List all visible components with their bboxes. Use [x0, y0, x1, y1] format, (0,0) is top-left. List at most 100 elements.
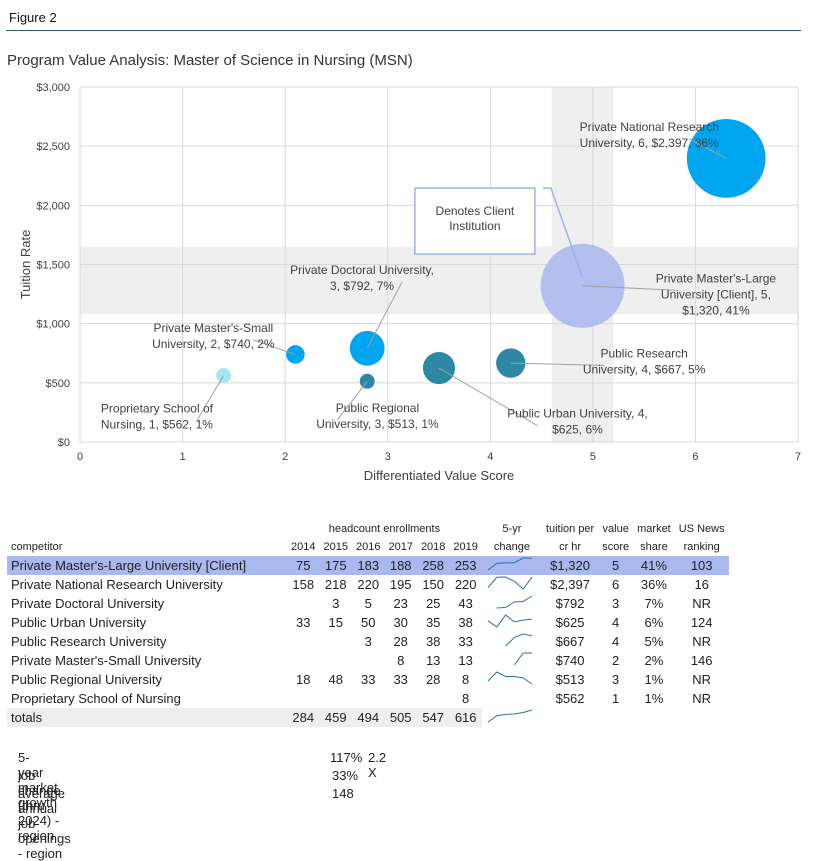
y-tick-label: $2,000: [36, 200, 70, 212]
ranking-cell: NR: [692, 596, 712, 611]
x-tick-label: 7: [795, 451, 801, 463]
value-score-cell: 4: [612, 615, 620, 630]
market-growth-label: 5- year market growth: [18, 750, 58, 810]
ranking-cell: NR: [692, 672, 712, 687]
bubble-data-label: University, 2, $740, 2%: [152, 337, 275, 351]
trend-sparkline: [481, 708, 542, 727]
bubble-data-label: Private Master's-Large: [656, 271, 777, 285]
market-share-cell: 5%: [644, 634, 664, 649]
enrollment-cell: [287, 594, 319, 613]
sparkline-svg: [505, 633, 533, 647]
header-year: 2015: [323, 541, 348, 553]
bubble-data-label: Public Urban University, 4,: [507, 407, 648, 421]
enrollment-cell: [352, 651, 384, 670]
enrollment-cell: [417, 689, 449, 708]
sparkline-line: [487, 576, 533, 590]
enrollment-cell: 258: [416, 556, 450, 575]
bubble-data-label: Nursing, 1, $562, 1%: [101, 417, 213, 431]
table-row: Public Urban University 33 15 50 30 35 38 $625 4…: [7, 613, 729, 632]
sparkline-line: [496, 595, 533, 609]
market-share-cell: 2%: [644, 653, 664, 668]
value-score-cell: 3: [612, 672, 620, 687]
ranking-cell: 16: [694, 577, 709, 592]
sparkline-svg: [487, 614, 532, 628]
callout-text: Denotes Client: [436, 204, 515, 218]
enrollment-cell: 494: [351, 708, 385, 727]
sparkline-line: [487, 614, 532, 628]
header-year: 2018: [420, 541, 446, 553]
openings-label: average annual job openings - region: [18, 786, 71, 861]
enrollment-cell: 8: [462, 691, 470, 706]
sparkline-line: [487, 671, 533, 685]
bubble-point: [540, 243, 625, 328]
market-share-cell: 41%: [633, 556, 675, 575]
header-value-bot: score: [602, 541, 630, 553]
competitor-name: Proprietary School of Nursing: [11, 691, 181, 706]
enrollment-cell: 50: [360, 615, 376, 630]
enrollment-cell: 23: [393, 596, 408, 611]
trend-sparkline: [482, 575, 542, 594]
bubble-data-label: University, 3, $513, 1%: [316, 417, 439, 431]
enrollment-cell: 459: [319, 708, 352, 727]
bubble-data-label: University [Client], 5,: [661, 287, 771, 301]
ranking-cell: NR: [692, 634, 712, 649]
header-share-top: market: [637, 523, 671, 535]
enrollment-cell: 175: [319, 556, 352, 575]
tuition-cell: $562: [555, 691, 585, 706]
enrollment-cell: 284: [287, 708, 320, 727]
figure-rule: [6, 30, 801, 31]
enrollment-cell: 220: [454, 577, 477, 592]
y-tick-label: $1,500: [36, 260, 70, 272]
leader-line: [337, 380, 368, 421]
competitor-name: Private Master's-Large University [Clien…: [7, 556, 287, 575]
competitor-name: Private Doctoral University: [11, 596, 165, 611]
tuition-cell: $2,397: [550, 577, 590, 592]
value-score-cell: 2: [612, 653, 620, 668]
totals-row: totals 284 459 494 505 547 616: [7, 708, 729, 727]
callout-text: Institution: [449, 219, 500, 233]
enrollment-cell: 195: [389, 577, 412, 592]
enrollment-cell: 38: [458, 615, 473, 630]
sparkline-svg: [513, 652, 532, 666]
table-group-header-row: headcount enrollments 5-yr tuition per v…: [7, 520, 729, 538]
header-year: 2014: [291, 541, 316, 553]
tuition-cell: $740: [555, 653, 585, 668]
competitor-name: Public Urban University: [11, 615, 147, 630]
group-header: headcount enrollments: [328, 523, 441, 535]
enrollment-cell: 33: [393, 672, 408, 687]
competitor-name: Public Regional University: [11, 672, 163, 687]
market-share-cell: 7%: [644, 596, 664, 611]
enrollment-cell: 18: [296, 672, 311, 687]
sparkline-line: [505, 633, 533, 647]
x-tick-label: 6: [692, 451, 698, 463]
bubble-data-label: University, 6, $2,397, 36%: [580, 136, 720, 150]
enrollment-cell: 28: [393, 634, 408, 649]
enrollment-cell: [352, 689, 384, 708]
leader-line: [253, 339, 296, 355]
bubble-data-label: Public Research: [600, 346, 687, 360]
competitor-name: Private National Research University: [11, 577, 223, 592]
tuition-cell: $1,320: [541, 556, 599, 575]
enrollment-cell: 183: [351, 556, 385, 575]
trend-sparkline: [481, 556, 542, 575]
enrollment-cell: 505: [384, 708, 417, 727]
enrollment-cell: 158: [292, 577, 315, 592]
bubble-data-label: Public Regional: [336, 401, 419, 415]
enrollment-cell: 218: [324, 577, 347, 592]
enrollment-cell: 8: [397, 653, 405, 668]
value-score-cell: 6: [612, 577, 620, 592]
x-tick-label: 1: [180, 451, 186, 463]
y-axis-title: Tuition Rate: [18, 230, 33, 300]
sparkline-line: [487, 557, 532, 571]
openings-value: 148: [332, 786, 354, 801]
chart-title: Program Value Analysis: Master of Scienc…: [7, 52, 413, 69]
leader-line: [438, 367, 538, 427]
enrollment-cell: 616: [449, 708, 482, 727]
value-score-cell: 5: [598, 556, 634, 575]
bubble-data-label: Private Master's-Small: [154, 321, 274, 335]
header-competitor: competitor: [11, 541, 63, 553]
enrollment-cell: 43: [458, 596, 473, 611]
bubble-data-label: $1,320, 41%: [682, 303, 750, 317]
enrollment-cell: 253: [449, 556, 482, 575]
enrollment-cell: 33: [296, 615, 311, 630]
